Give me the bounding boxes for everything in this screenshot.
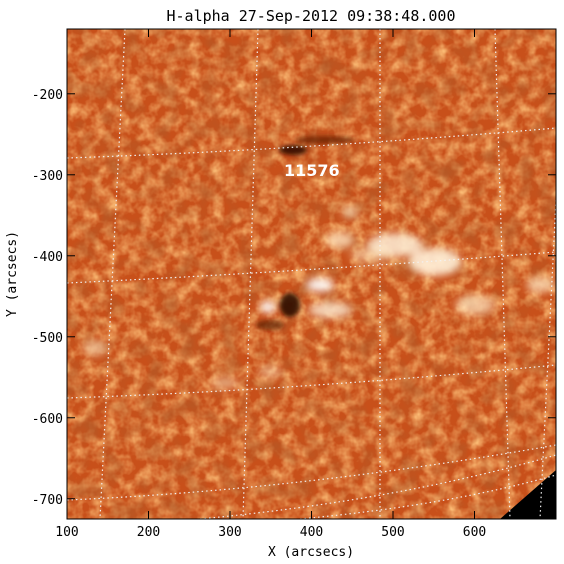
y-tick-label: -500 — [32, 331, 63, 346]
active-region-label: 11576 — [284, 161, 340, 180]
y-tick-label: -300 — [32, 169, 63, 184]
y-axis: -200 -300 -400 -500 -600 -700 — [32, 88, 556, 508]
h-alpha-image — [67, 29, 556, 519]
off-limb-region — [500, 470, 556, 519]
heliographic-grid — [67, 29, 556, 519]
dark-fibrils — [67, 29, 556, 519]
y-tick-label: -200 — [32, 88, 63, 103]
y-tick-label: -400 — [32, 250, 63, 265]
x-tick-label: 100 — [55, 525, 78, 540]
x-tick-label: 600 — [463, 525, 486, 540]
plot-title: H-alpha 27-Sep-2012 09:38:48.000 — [167, 7, 456, 25]
x-axis: 100 200 300 400 500 600 — [55, 29, 486, 540]
y-tick-label: -700 — [32, 493, 63, 508]
x-tick-label: 200 — [137, 525, 160, 540]
y-axis-label: Y (arcsecs) — [5, 231, 20, 317]
x-tick-label: 300 — [218, 525, 241, 540]
x-tick-label: 400 — [300, 525, 323, 540]
x-tick-label: 500 — [381, 525, 404, 540]
filament — [256, 136, 355, 330]
y-tick-label: -600 — [32, 412, 63, 427]
x-axis-label: X (arcsecs) — [268, 545, 354, 560]
plage-regions — [83, 206, 554, 389]
